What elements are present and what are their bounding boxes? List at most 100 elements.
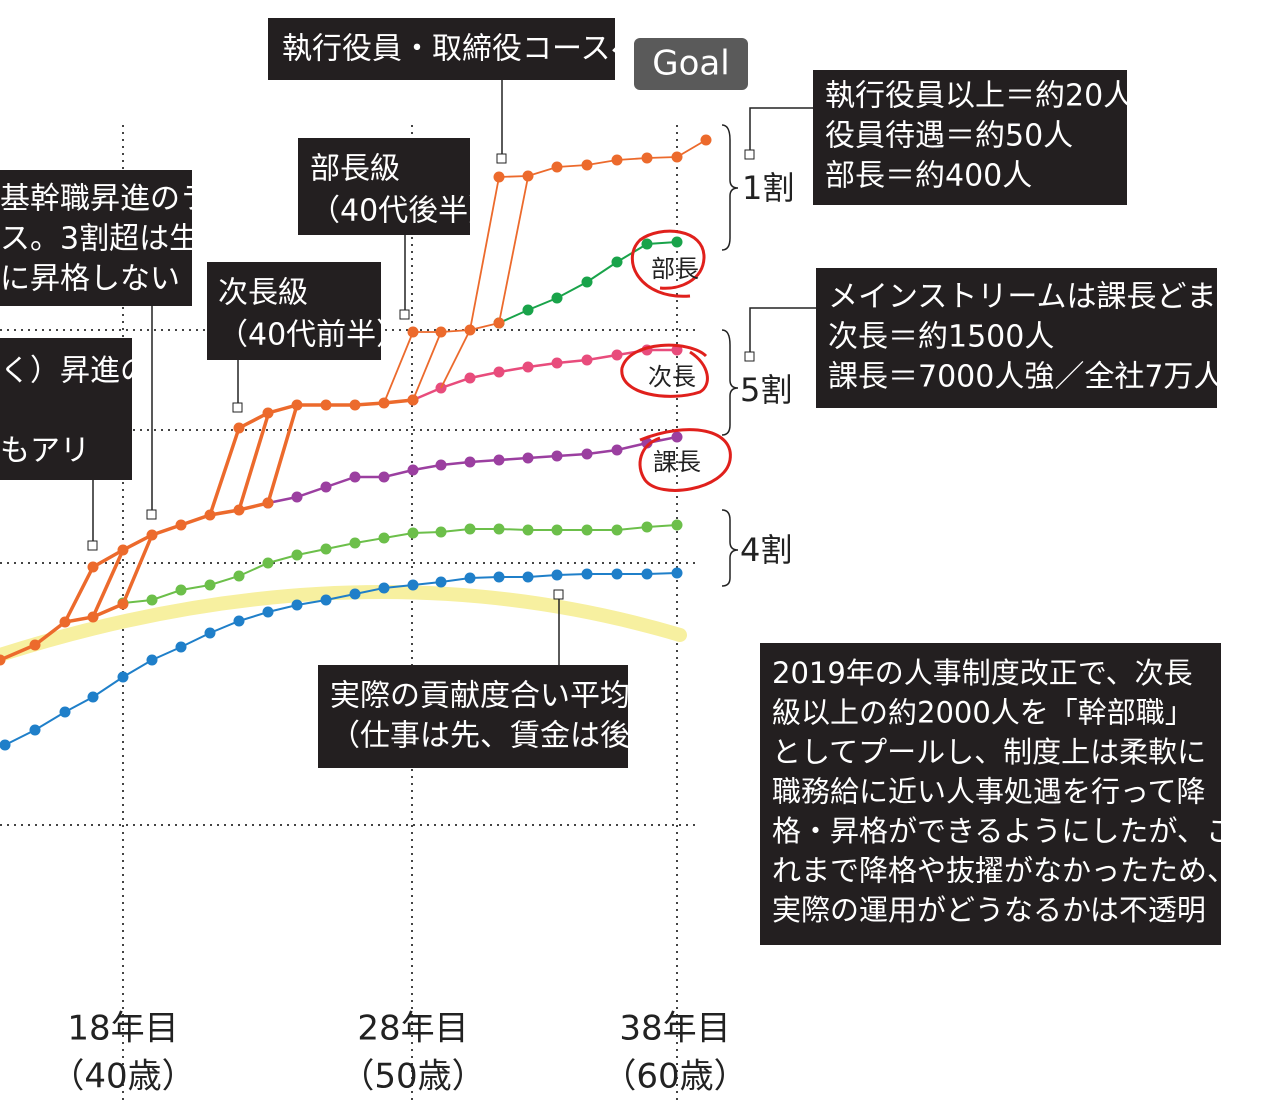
line-label: 部長 — [651, 255, 699, 283]
dot — [349, 588, 361, 600]
dot — [262, 407, 274, 419]
dot — [493, 317, 505, 329]
dot — [146, 594, 158, 606]
callout-box — [634, 38, 748, 90]
dot — [551, 450, 563, 462]
callout-text: 職務給に近い人事処遇を行って降 — [772, 775, 1206, 809]
line-label: 課長 — [653, 448, 701, 476]
dot — [320, 399, 332, 411]
dot — [407, 527, 419, 539]
dot — [378, 532, 390, 544]
callout-text: 格・昇格ができるようにしたが、こ — [772, 814, 1235, 848]
dot — [233, 504, 245, 516]
dot — [671, 567, 683, 579]
hand-circle — [638, 428, 732, 492]
dot — [59, 706, 71, 718]
dot — [87, 691, 99, 703]
dot — [522, 361, 534, 373]
line-orange — [413, 322, 500, 333]
promotion — [412, 331, 442, 401]
bracket-label: 5割 — [740, 371, 792, 409]
dot — [291, 399, 303, 411]
dot — [117, 671, 129, 683]
dot — [551, 524, 563, 536]
dot — [435, 526, 447, 538]
promotion — [208, 427, 241, 516]
hand-circle — [620, 343, 709, 398]
dot — [291, 599, 303, 611]
dot — [671, 151, 683, 163]
leader-end — [399, 309, 410, 320]
callout-box — [760, 643, 1221, 945]
dot — [493, 571, 505, 583]
dot — [117, 544, 129, 556]
callout-box — [268, 18, 615, 80]
promotion — [469, 176, 500, 331]
leader-end — [553, 589, 564, 600]
dot — [522, 452, 534, 464]
dot — [581, 354, 593, 366]
promotion — [440, 329, 471, 389]
dot — [551, 161, 563, 173]
dot — [291, 549, 303, 561]
dot — [493, 523, 505, 535]
promotion — [237, 414, 270, 511]
callout-text: もアリ — [0, 434, 90, 469]
dot — [320, 481, 332, 493]
promotion — [266, 404, 299, 504]
dot — [407, 579, 419, 591]
contribution-curve — [0, 585, 687, 662]
dot — [464, 572, 476, 584]
callout-text: 執行役員・取締役コースへ — [282, 32, 641, 67]
dot — [581, 524, 593, 536]
callout-box — [816, 268, 1217, 408]
callout-text: 級以上の約2000人を「幹部職」 — [772, 696, 1194, 730]
leader — [749, 307, 816, 355]
dot — [611, 444, 623, 456]
callout-box — [813, 70, 1127, 205]
dot — [522, 170, 534, 182]
callout-text: れまで降格や抜擢がなかったため、 — [772, 854, 1236, 888]
callout-text: ス。3割超は生 — [0, 222, 199, 257]
dot — [320, 543, 332, 555]
callout-box — [298, 138, 470, 235]
dot — [320, 594, 332, 606]
dot — [349, 471, 361, 483]
dot — [435, 326, 447, 338]
x-tick-label: （60歳） — [602, 1057, 747, 1097]
line-pink — [412, 348, 677, 402]
brace — [721, 509, 739, 587]
dot — [581, 568, 593, 580]
dot — [493, 171, 505, 183]
leader-end — [744, 351, 755, 362]
callout-text: Goal — [652, 44, 729, 84]
annotations — [620, 229, 732, 492]
dot — [641, 568, 653, 580]
callout-text: （40代後半） — [310, 194, 498, 229]
dot — [641, 238, 653, 250]
dot — [146, 529, 158, 541]
callout-text: 部長＝約400人 — [825, 159, 1032, 194]
callout-text: 役員待遇＝約50人 — [825, 119, 1073, 154]
promotion — [121, 534, 154, 605]
dot — [0, 654, 6, 666]
promotion — [498, 176, 529, 324]
x-tick-label: （50歳） — [340, 1057, 485, 1097]
x-tick-label: 28年目 — [357, 1009, 468, 1049]
dot — [349, 399, 361, 411]
dot — [611, 349, 623, 361]
dot — [522, 524, 534, 536]
dot — [581, 159, 593, 171]
dot — [611, 256, 623, 268]
dot — [581, 448, 593, 460]
dot — [204, 509, 216, 521]
dot — [233, 570, 245, 582]
dot — [671, 519, 683, 531]
dot — [464, 456, 476, 468]
dot — [522, 304, 534, 316]
hand-circle — [630, 229, 706, 298]
dot — [464, 523, 476, 535]
leader — [749, 107, 813, 152]
dot — [611, 524, 623, 536]
dot — [204, 579, 216, 591]
